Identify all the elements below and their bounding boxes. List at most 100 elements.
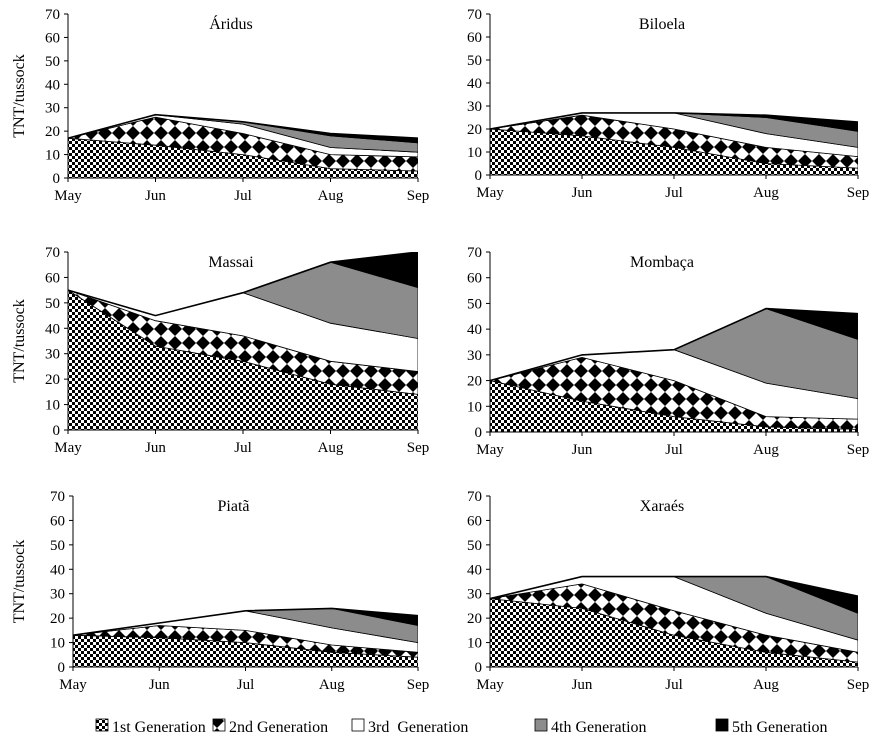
panel-title: Massai (208, 254, 254, 271)
x-tick-label: Aug (318, 440, 344, 456)
y-tick-label: 50 (45, 296, 60, 312)
y-tick-label: 70 (467, 245, 482, 261)
y-tick-label: 0 (58, 660, 66, 676)
x-tick-label: Jun (145, 188, 166, 204)
chart-panel-2: 0 10 20 30 40 50 60 70 May Jun Jul Aug Sep Massai TNT/… (11, 245, 429, 456)
y-tick-label: 0 (475, 425, 483, 441)
panel-title: Mombaça (630, 254, 694, 271)
y-tick-label: 40 (45, 77, 60, 93)
area-total-outline (490, 575, 858, 600)
chart-panel-3: 0 10 20 30 40 50 60 70 May Jun Jul Aug Sep Mombaça (467, 245, 869, 458)
legend-swatch-2 (212, 718, 226, 732)
y-tick-label: 0 (53, 171, 61, 187)
panel-title: Piatã (218, 498, 250, 515)
y-tick-label: 10 (467, 145, 482, 161)
y-tick-label: 70 (467, 7, 482, 23)
y-axis-label: TNT/tussock (11, 540, 28, 624)
x-tick-label: Aug (753, 677, 779, 693)
legend-label-4: 4th Generation (551, 719, 647, 736)
y-tick-label: 0 (475, 168, 483, 184)
area-total-outline (68, 252, 418, 317)
y-tick-label: 40 (45, 321, 60, 337)
x-tick-label: Jun (149, 677, 170, 693)
y-tick-label: 60 (45, 270, 60, 286)
y-tick-label: 40 (467, 322, 482, 338)
x-tick-label: May (54, 440, 82, 456)
x-tick-label: Jun (572, 677, 593, 693)
y-tick-label: 60 (45, 30, 60, 46)
y-tick-label: 50 (467, 296, 482, 312)
y-tick-label: 60 (50, 513, 65, 529)
y-tick-label: 20 (50, 611, 65, 627)
area-total-outline (73, 607, 418, 636)
legend-label-3: 3rd Generation (368, 719, 468, 736)
y-tick-label: 60 (467, 513, 482, 529)
y-tick-label: 60 (467, 271, 482, 287)
x-tick-label: Sep (847, 677, 870, 693)
x-tick-label: Jul (234, 188, 252, 204)
y-tick-label: 30 (467, 348, 482, 364)
x-tick-label: Jun (572, 185, 593, 201)
y-tick-label: 50 (467, 538, 482, 554)
panel-title: Xaraés (640, 498, 684, 515)
panel-title: Biloela (639, 16, 685, 33)
x-tick-label: Aug (753, 185, 779, 201)
panels-layer: 0 10 20 30 40 50 60 70 May Jun Jul Aug Sep Áridus TNT/… (11, 7, 869, 693)
y-tick-label: 30 (45, 101, 60, 117)
area-total-outline (490, 307, 858, 382)
x-tick-label: Jun (572, 442, 593, 458)
stacked-areas (68, 252, 418, 430)
stacked-areas (73, 607, 418, 667)
x-tick-label: Sep (407, 188, 430, 204)
y-tick-label: 30 (45, 347, 60, 363)
y-tick-label: 0 (53, 423, 61, 439)
y-tick-label: 20 (467, 374, 482, 390)
legend-label-1: 1st Generation (112, 719, 206, 736)
chart-panel-0: 0 10 20 30 40 50 60 70 May Jun Jul Aug Sep Áridus TNT/… (11, 7, 429, 204)
chart-panel-1: 0 10 20 30 40 50 60 70 May Jun Jul Aug Sep Biloela (467, 7, 869, 201)
x-tick-label: Jul (665, 185, 683, 201)
legend-swatch-3 (351, 718, 365, 732)
legend-swatch-1 (95, 718, 109, 732)
legend-swatch-5 (715, 718, 729, 732)
stacked-areas (68, 113, 418, 178)
area-total-outline (490, 112, 858, 130)
stacked-areas (490, 112, 858, 175)
y-tick-label: 0 (475, 660, 483, 676)
y-tick-label: 20 (467, 611, 482, 627)
x-tick-label: Jul (665, 442, 683, 458)
x-tick-label: Jun (145, 440, 166, 456)
area-total-outline (68, 113, 418, 139)
y-tick-label: 70 (50, 489, 65, 505)
x-tick-label: May (59, 677, 87, 693)
y-tick-label: 70 (467, 489, 482, 505)
y-tick-label: 10 (467, 399, 482, 415)
y-tick-label: 30 (467, 587, 482, 603)
x-tick-label: Sep (847, 442, 870, 458)
legend-label-5: 5th Generation (732, 719, 828, 736)
x-tick-label: Sep (407, 440, 430, 456)
y-tick-label: 20 (467, 122, 482, 138)
x-tick-label: Sep (407, 677, 430, 693)
x-tick-label: Sep (847, 185, 870, 201)
chart-panel-5: 0 10 20 30 40 50 60 70 May Jun Jul Aug Sep Xaraés (467, 489, 869, 693)
y-tick-label: 40 (50, 562, 65, 578)
y-tick-label: 40 (467, 562, 482, 578)
y-tick-label: 40 (467, 76, 482, 92)
y-tick-label: 30 (467, 99, 482, 115)
y-tick-label: 70 (45, 7, 60, 23)
y-tick-label: 20 (45, 372, 60, 388)
panel-title: Áridus (209, 14, 253, 33)
y-tick-label: 10 (45, 148, 60, 164)
x-tick-label: Jul (234, 440, 252, 456)
y-tick-label: 10 (467, 636, 482, 652)
x-tick-label: Aug (753, 442, 779, 458)
x-tick-label: Jul (665, 677, 683, 693)
chart-panel-4: 0 10 20 30 40 50 60 70 May Jun Jul Aug Sep Piatã TNT/t… (11, 489, 429, 693)
y-axis-label: TNT/tussock (11, 54, 28, 138)
x-tick-label: May (476, 185, 504, 201)
y-tick-label: 50 (45, 54, 60, 70)
y-tick-label: 20 (45, 124, 60, 140)
y-tick-label: 30 (50, 587, 65, 603)
